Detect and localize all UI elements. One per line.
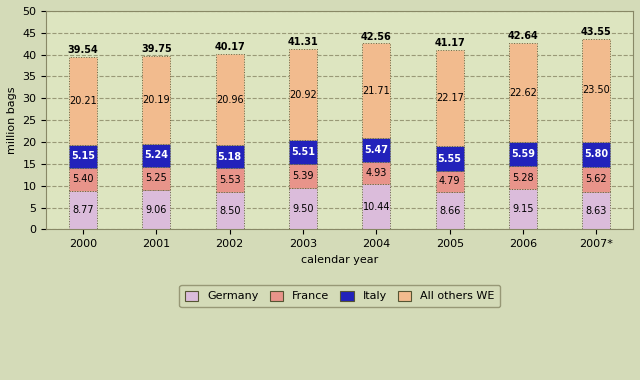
Text: 8.63: 8.63 [586,206,607,215]
Bar [69,145,97,168]
Bar [143,167,170,190]
Text: 4.79: 4.79 [439,176,460,186]
Bar [216,54,244,146]
Text: 22.62: 22.62 [509,87,537,98]
Text: 42.64: 42.64 [508,32,538,41]
X-axis label: calendar year: calendar year [301,255,378,265]
Bar [362,184,390,230]
Y-axis label: million bags: million bags [7,86,17,154]
Bar [143,56,170,144]
Text: 5.28: 5.28 [512,173,534,183]
Bar [362,43,390,138]
Text: 5.39: 5.39 [292,171,314,181]
Bar [362,162,390,184]
Text: 5.47: 5.47 [364,145,388,155]
Bar [582,192,611,230]
Text: 5.53: 5.53 [219,175,241,185]
Text: 20.21: 20.21 [69,96,97,106]
Bar [289,165,317,188]
Text: 5.59: 5.59 [511,149,535,159]
Text: 5.40: 5.40 [72,174,94,184]
Bar [216,146,244,168]
Bar [69,168,97,191]
Legend: Germany, France, Italy, All others WE: Germany, France, Italy, All others WE [179,285,500,307]
Bar [289,49,317,140]
Bar [289,188,317,230]
Bar [143,144,170,167]
Text: 20.19: 20.19 [143,95,170,105]
Text: 21.71: 21.71 [362,86,390,96]
Text: 39.75: 39.75 [141,44,172,54]
Bar [143,190,170,230]
Text: 5.80: 5.80 [584,149,609,160]
Text: 9.50: 9.50 [292,204,314,214]
Text: 4.93: 4.93 [365,168,387,178]
Bar [216,192,244,230]
Bar [509,43,537,142]
Bar [362,138,390,162]
Text: 5.18: 5.18 [218,152,242,162]
Text: 5.25: 5.25 [145,173,167,184]
Text: 23.50: 23.50 [582,86,611,95]
Text: 5.62: 5.62 [586,174,607,184]
Bar [69,191,97,230]
Bar [69,57,97,145]
Text: 20.92: 20.92 [289,90,317,100]
Text: 39.54: 39.54 [68,45,99,55]
Bar [509,166,537,190]
Text: 9.15: 9.15 [512,204,534,214]
Bar [582,142,611,167]
Bar [216,168,244,192]
Bar [582,39,611,142]
Text: 8.66: 8.66 [439,206,460,215]
Bar [509,190,537,230]
Text: 9.06: 9.06 [146,204,167,215]
Text: 5.55: 5.55 [438,154,461,163]
Text: 5.24: 5.24 [145,150,168,160]
Text: 40.17: 40.17 [214,42,245,52]
Text: 5.51: 5.51 [291,147,315,157]
Bar [436,146,463,171]
Bar [436,171,463,192]
Text: 42.56: 42.56 [361,32,392,42]
Bar [289,140,317,165]
Bar [436,49,463,146]
Text: 8.50: 8.50 [219,206,241,216]
Text: 8.77: 8.77 [72,205,94,215]
Bar [509,142,537,166]
Text: 5.15: 5.15 [71,151,95,161]
Bar [436,192,463,230]
Text: 43.55: 43.55 [581,27,612,37]
Text: 20.96: 20.96 [216,95,243,105]
Bar [582,167,611,192]
Text: 10.44: 10.44 [363,202,390,212]
Text: 41.31: 41.31 [287,37,319,47]
Text: 41.17: 41.17 [435,38,465,48]
Text: 22.17: 22.17 [436,93,463,103]
